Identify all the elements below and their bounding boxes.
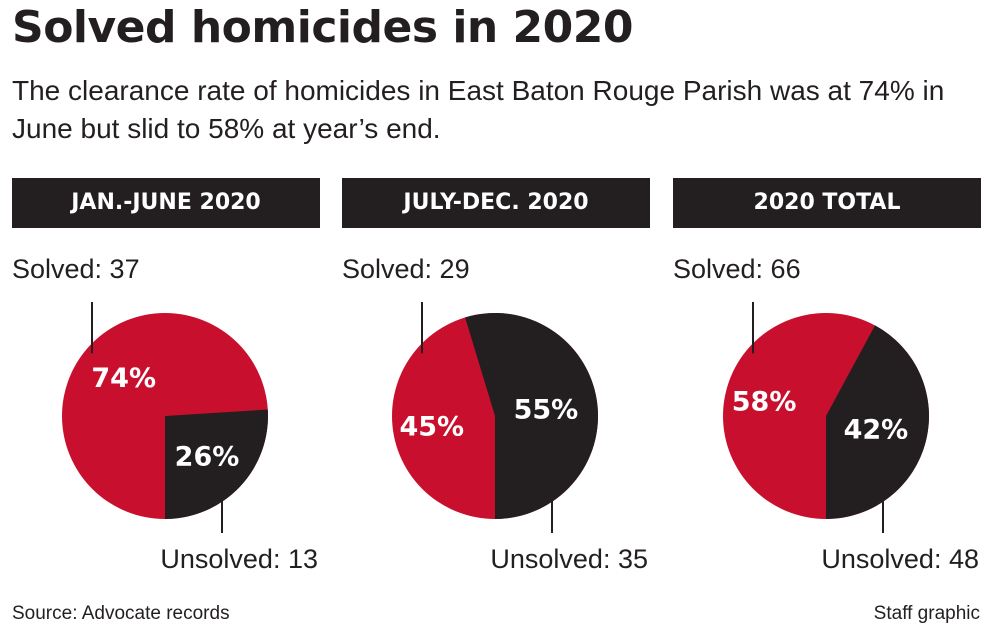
panel-header: JULY-DEC. 2020 (342, 178, 650, 228)
percent-label-unsolved: 26% (175, 442, 240, 473)
pie-chart: 58% 42% Solved: 66 Unsolved: 48 (673, 254, 979, 574)
percent-label-unsolved: 55% (514, 394, 579, 425)
unsolved-label: Unsolved: 13 (160, 544, 318, 574)
percent-label-solved: 74% (91, 363, 156, 394)
source-note: Source: Advocate records (12, 603, 230, 624)
pie-slice-unsolved (165, 409, 269, 519)
pie-slice-unsolved (826, 325, 930, 519)
solved-label: Solved: 66 (673, 254, 801, 284)
pie-panel-total: 2020 TOTAL 58% 42% Solved: 66 Unsolved: 48 (673, 178, 981, 588)
unsolved-label: Unsolved: 48 (821, 544, 979, 574)
pie-slice-unsolved (465, 313, 599, 519)
pie-panel-july-dec: JULY-DEC. 2020 45% 55% Solved: 29 Unsolved:… (342, 178, 650, 588)
percent-label-solved: 45% (399, 411, 464, 442)
chart-subtitle: The clearance rate of homicides in East … (12, 75, 945, 144)
panel-header: 2020 TOTAL (673, 178, 981, 228)
pie-panel-jan-june: JAN.-JUNE 2020 74% 26% Solved: 37 Unsolved:… (12, 178, 320, 588)
credit-note: Staff graphic (873, 603, 980, 624)
percent-label-unsolved: 42% (844, 415, 909, 446)
solved-label: Solved: 29 (342, 254, 470, 284)
solved-label: Solved: 37 (12, 254, 140, 284)
panel-header: JAN.-JUNE 2020 (12, 178, 320, 228)
unsolved-label: Unsolved: 35 (490, 544, 648, 574)
pie-chart: 74% 26% Solved: 37 Unsolved: 13 (12, 254, 318, 574)
percent-label-solved: 58% (732, 386, 797, 417)
pie-chart: 45% 55% Solved: 29 Unsolved: 35 (342, 254, 648, 574)
chart-title: Solved homicides in 2020 (12, 2, 634, 53)
